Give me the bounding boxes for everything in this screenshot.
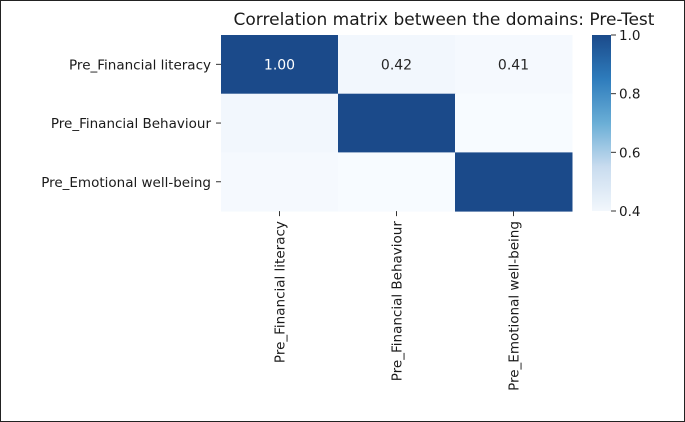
- colorbar-tick-label: 1.0: [619, 28, 640, 44]
- cell-value-label: 0.42: [381, 57, 412, 73]
- y-tick-label: Pre_Financial literacy: [69, 57, 211, 73]
- x-tick-label: Pre_Financial Behaviour: [390, 221, 406, 382]
- x-axis: Pre_Financial literacy Pre_Financial Beha…: [273, 211, 523, 391]
- heatmap-cell: [455, 35, 573, 95]
- x-tick-label: Pre_Financial literacy: [273, 221, 289, 363]
- colorbar-tick-label: 0.8: [619, 87, 640, 103]
- heatmap-cell: [221, 93, 339, 153]
- heatmap-cell: [338, 152, 456, 212]
- heatmap-cell: [455, 93, 573, 153]
- colorbar-gradient: [592, 35, 611, 211]
- heatmap-cell: [221, 35, 339, 95]
- heatmap-cell: [338, 93, 456, 153]
- heatmap-cell: [338, 35, 456, 95]
- heatmap-cells: 1.00 0.42 0.41: [221, 35, 573, 212]
- heatmap-cell: [455, 152, 573, 212]
- colorbar: 0.4 0.6 0.8 1.0: [592, 28, 640, 220]
- x-tick-label: Pre_Emotional well-being: [507, 221, 523, 391]
- colorbar-tick-label: 0.6: [619, 145, 640, 161]
- cell-value-label: 0.41: [498, 57, 529, 73]
- y-axis: Pre_Financial literacy Pre_Financial Beha…: [41, 57, 221, 191]
- y-tick-label: Pre_Financial Behaviour: [51, 116, 212, 132]
- cell-value-label: 1.00: [264, 57, 295, 73]
- colorbar-tick-label: 0.4: [619, 204, 640, 220]
- heatmap-cell: [221, 152, 339, 212]
- chart-title: Correlation matrix between the domains: …: [234, 10, 655, 30]
- y-tick-label: Pre_Emotional well-being: [41, 175, 211, 191]
